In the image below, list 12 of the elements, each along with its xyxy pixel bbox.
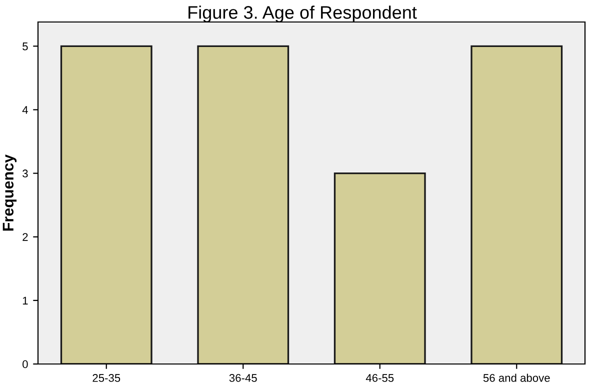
y-tick-label: 5	[22, 42, 28, 50]
x-tick-label: 25-35	[92, 374, 120, 382]
x-tick-label: 56 and above	[483, 374, 550, 382]
y-tick-label: 2	[22, 233, 28, 241]
x-tick-label: 36-45	[229, 374, 257, 382]
x-tick-label: 46-55	[366, 374, 394, 382]
chart-title: Figure 3. Age of Respondent	[188, 6, 417, 22]
y-axis-title: Frequency	[2, 154, 17, 231]
y-tick-label: 3	[22, 170, 28, 178]
y-tick-label: 4	[22, 106, 28, 114]
y-tick-label: 1	[22, 296, 28, 304]
y-tick-label: 0	[22, 360, 28, 368]
